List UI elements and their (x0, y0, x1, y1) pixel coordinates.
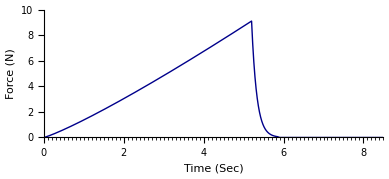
X-axis label: Time (Sec): Time (Sec) (184, 163, 244, 173)
Y-axis label: Force (N): Force (N) (5, 48, 16, 99)
